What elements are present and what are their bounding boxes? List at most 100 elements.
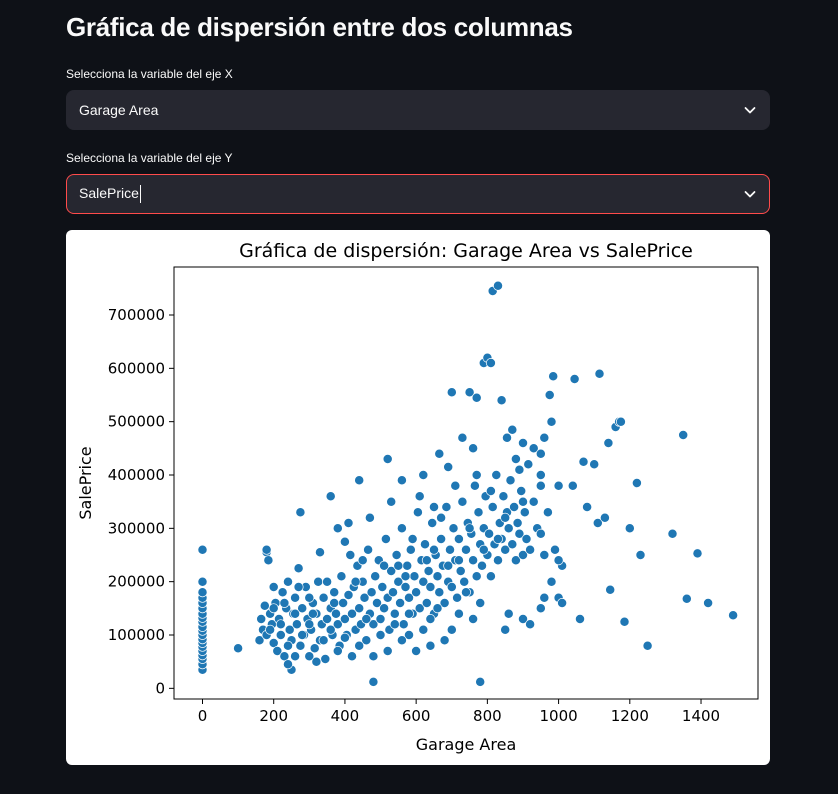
scatter-point: [259, 600, 270, 611]
scatter-point: [382, 454, 393, 464]
scatter-point: [339, 614, 350, 624]
scatter-point: [377, 582, 388, 592]
scatter-point: [386, 496, 397, 507]
scatter-point: [592, 518, 603, 528]
scatter-point: [366, 587, 377, 598]
scatter-point: [389, 619, 400, 630]
scatter-point: [485, 571, 496, 582]
scatter-point: [519, 507, 530, 518]
scatter-point: [400, 571, 411, 582]
scatter-point: [635, 550, 646, 560]
scatter-point: [331, 608, 341, 619]
x-axis-select[interactable]: Garage Area: [66, 90, 770, 130]
y-axis-select[interactable]: SalePrice: [66, 174, 770, 214]
scatter-point: [197, 576, 208, 587]
scatter-point: [436, 512, 447, 523]
scatter-point: [491, 470, 502, 480]
chevron-down-icon[interactable]: [743, 187, 757, 201]
scatter-point: [414, 603, 425, 614]
scatter-point: [304, 651, 315, 662]
scatter-point: [521, 534, 532, 544]
scatter-point: [503, 608, 514, 619]
scatter-point: [455, 566, 466, 576]
y-tick-label: 0: [155, 679, 165, 697]
y-tick-label: 200000: [108, 573, 165, 591]
scatter-point: [569, 374, 580, 384]
scatter-point: [263, 555, 274, 566]
scatter-point: [404, 630, 414, 640]
scatter-point: [518, 550, 528, 560]
scatter-point: [432, 571, 443, 582]
scatter-point: [445, 544, 455, 555]
scatter-point: [233, 643, 244, 654]
scatter-point: [307, 608, 318, 619]
scatter-point: [468, 443, 479, 454]
scatter-point: [265, 624, 276, 635]
scatter-point: [325, 491, 336, 502]
scatter-point: [418, 624, 429, 635]
scatter-point: [347, 608, 357, 619]
chevron-down-icon[interactable]: [743, 103, 757, 117]
scatter-point: [500, 544, 511, 555]
scatter-point: [464, 387, 475, 398]
scatter-point: [503, 523, 514, 534]
scatter-point: [386, 566, 397, 576]
scatter-point: [525, 544, 536, 555]
scatter-point: [546, 416, 557, 427]
scatter-point: [345, 550, 356, 560]
scatter-point: [567, 480, 578, 491]
scatter-point: [542, 507, 553, 518]
scatter-point: [553, 480, 564, 491]
scatter-point: [375, 614, 386, 624]
scatter-point: [429, 502, 439, 512]
scatter-point: [523, 459, 534, 470]
scatter-point: [359, 592, 370, 603]
scatter-point: [412, 507, 423, 518]
scatter-point: [439, 598, 450, 608]
scatter-point: [452, 592, 463, 603]
scatter-point: [512, 518, 523, 528]
scatter-point: [528, 443, 539, 454]
x-tick-label: 1400: [682, 707, 720, 725]
scatter-point: [496, 395, 507, 406]
scatter-point: [518, 438, 528, 448]
scatter-point: [379, 603, 390, 614]
scatter-point: [404, 592, 414, 603]
scatter-point: [603, 438, 614, 448]
scatter-point: [473, 507, 484, 518]
scatter-point: [498, 491, 509, 502]
y-tick-label: 500000: [108, 413, 165, 431]
text-cursor: [139, 185, 141, 204]
scatter-point: [379, 560, 390, 571]
scatter-point: [309, 643, 320, 654]
scatter-point: [510, 454, 521, 464]
x-tick-label: 200: [259, 707, 288, 725]
scatter-point: [425, 582, 436, 592]
scatter-point: [279, 651, 290, 662]
scatter-point: [368, 651, 379, 662]
scatter-point: [268, 603, 279, 614]
scatter-point: [478, 544, 489, 555]
scatter-point: [354, 640, 365, 651]
scatter-point: [393, 576, 404, 587]
scatter-point: [429, 544, 439, 555]
scatter-point: [434, 448, 445, 459]
scatter-point: [582, 502, 593, 512]
scatter-point: [318, 592, 329, 603]
scatter-point: [293, 582, 304, 592]
scatter-point: [393, 560, 404, 571]
scatter-point: [615, 416, 626, 427]
y-axis-select-input[interactable]: SalePrice: [79, 185, 743, 204]
scatter-point: [343, 518, 354, 528]
scatter-point: [339, 632, 350, 643]
points-layer: [197, 280, 739, 687]
scatter-point: [336, 571, 347, 582]
y-tick-label: 100000: [108, 626, 165, 644]
scatter-point: [396, 475, 407, 486]
scatter-point: [514, 464, 525, 475]
scatter-point: [295, 640, 306, 651]
scatter-point: [493, 534, 503, 544]
scatter-point: [432, 603, 443, 614]
scatter-point: [631, 478, 642, 488]
x-tick-label: 400: [331, 707, 360, 725]
